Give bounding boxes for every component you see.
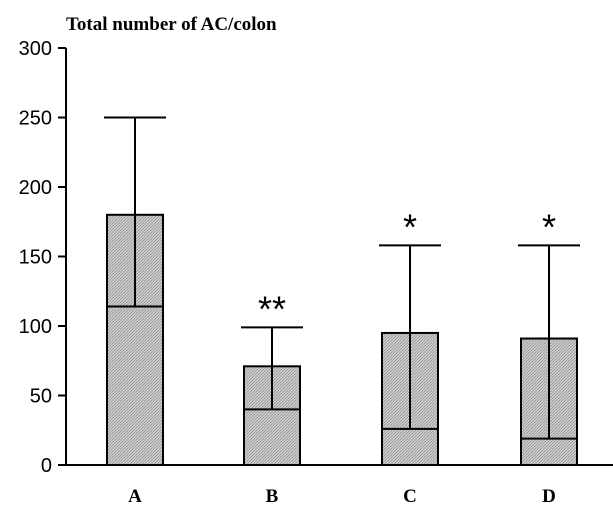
y-tick-label: 250: [19, 108, 52, 130]
y-tick-label: 300: [19, 38, 52, 60]
x-category-label: D: [542, 486, 556, 507]
y-tick-label: 100: [19, 316, 52, 338]
y-tick-label: 200: [19, 177, 52, 199]
y-tick-label: 150: [19, 247, 52, 269]
y-tick-label: 0: [41, 455, 52, 477]
significance-marker: *: [542, 206, 556, 247]
chart-title: Total number of AC/colon: [66, 14, 277, 35]
significance-marker: **: [258, 288, 286, 329]
x-category-label: A: [128, 486, 142, 507]
x-category-label: B: [266, 486, 279, 507]
y-tick-label: 50: [30, 386, 52, 408]
x-category-label: C: [403, 486, 417, 507]
significance-marker: *: [403, 206, 417, 247]
